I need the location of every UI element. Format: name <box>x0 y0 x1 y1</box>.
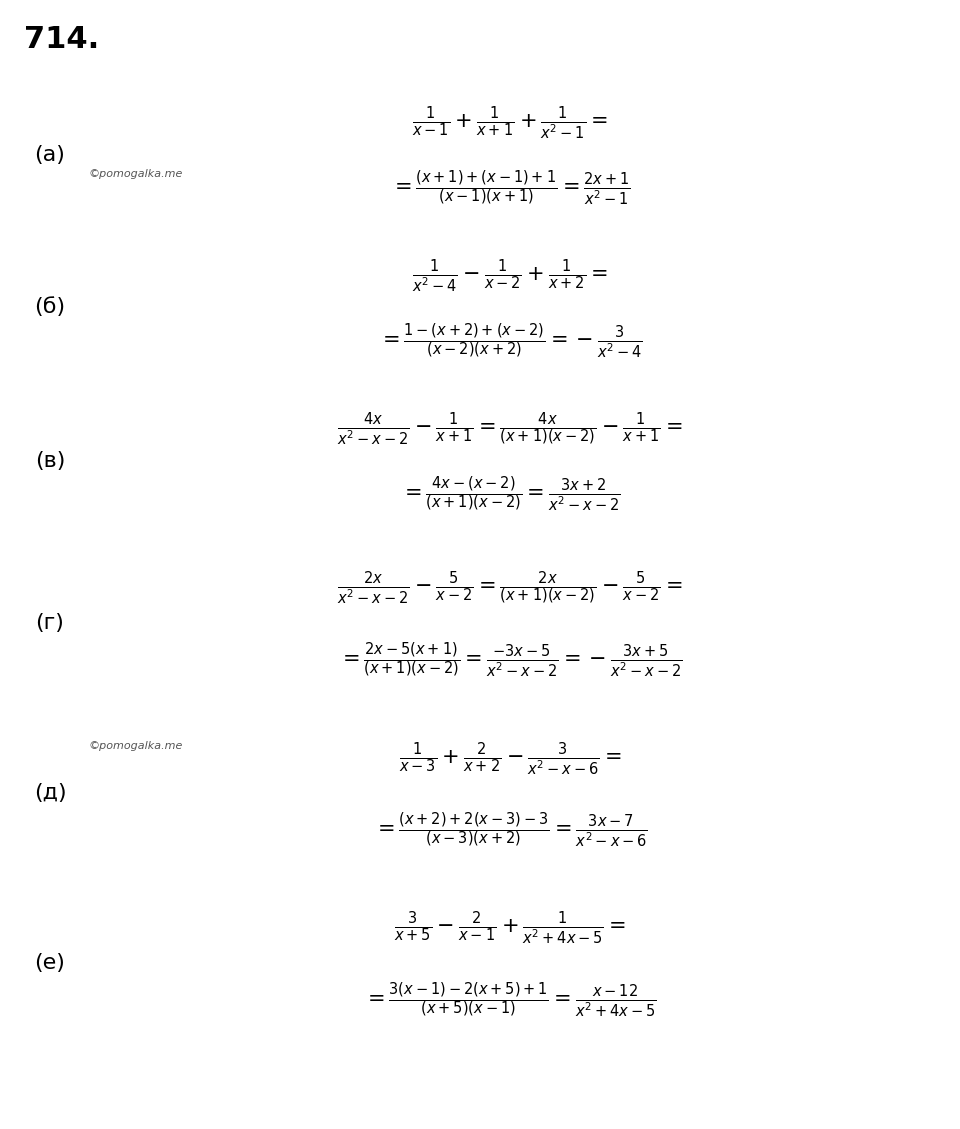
Text: (д): (д) <box>34 784 66 803</box>
Text: $=\frac{4x-(x-2)}{(x+1)(x-2)}=\frac{3x+2}{x^2-x-2}$: $=\frac{4x-(x-2)}{(x+1)(x-2)}=\frac{3x+2… <box>399 474 620 514</box>
Text: $\frac{1}{x^2-4}-\frac{1}{x-2}+\frac{1}{x+2}=$: $\frac{1}{x^2-4}-\frac{1}{x-2}+\frac{1}{… <box>412 259 608 296</box>
Text: 714.: 714. <box>24 25 100 53</box>
Text: ©pomogalka.me: ©pomogalka.me <box>88 169 182 180</box>
Text: (а): (а) <box>35 145 65 165</box>
Text: $\frac{1}{x-1}+\frac{1}{x+1}+\frac{1}{x^2-1}=$: $\frac{1}{x-1}+\frac{1}{x+1}+\frac{1}{x^… <box>412 105 608 142</box>
Text: $\frac{3}{x+5}-\frac{2}{x-1}+\frac{1}{x^2+4x-5}=$: $\frac{3}{x+5}-\frac{2}{x-1}+\frac{1}{x^… <box>394 910 626 947</box>
Text: $\frac{2x}{x^2-x-2}-\frac{5}{x-2}=\frac{2x}{(x+1)(x-2)}-\frac{5}{x-2}=$: $\frac{2x}{x^2-x-2}-\frac{5}{x-2}=\frac{… <box>337 570 683 607</box>
Text: (г): (г) <box>36 613 64 633</box>
Text: (в): (в) <box>35 450 65 471</box>
Text: $=\frac{2x-5(x+1)}{(x+1)(x-2)}=\frac{-3x-5}{x^2-x-2}=-\frac{3x+5}{x^2-x-2}$: $=\frac{2x-5(x+1)}{(x+1)(x-2)}=\frac{-3x… <box>338 641 683 681</box>
Text: (б): (б) <box>35 298 65 317</box>
Text: $\frac{4x}{x^2-x-2}-\frac{1}{x+1}=\frac{4x}{(x+1)(x-2)}-\frac{1}{x+1}=$: $\frac{4x}{x^2-x-2}-\frac{1}{x+1}=\frac{… <box>337 411 683 448</box>
Text: $=\frac{(x+1)+(x-1)+1}{(x-1)(x+1)}=\frac{2x+1}{x^2-1}$: $=\frac{(x+1)+(x-1)+1}{(x-1)(x+1)}=\frac… <box>390 168 631 208</box>
Text: (е): (е) <box>35 953 65 973</box>
Text: $=\frac{3(x-1)-2(x+5)+1}{(x+5)(x-1)}=\frac{x-12}{x^2+4x-5}$: $=\frac{3(x-1)-2(x+5)+1}{(x+5)(x-1)}=\fr… <box>363 981 657 1021</box>
Text: $=\frac{(x+2)+2(x-3)-3}{(x-3)(x+2)}=\frac{3x-7}{x^2-x-6}$: $=\frac{(x+2)+2(x-3)-3}{(x-3)(x+2)}=\fra… <box>372 811 647 849</box>
Text: $\frac{1}{x-3}+\frac{2}{x+2}-\frac{3}{x^2-x-6}=$: $\frac{1}{x-3}+\frac{2}{x+2}-\frac{3}{x^… <box>398 741 621 778</box>
Text: ©pomogalka.me: ©pomogalka.me <box>88 741 182 751</box>
Text: $=\frac{1-(x+2)+(x-2)}{(x-2)(x+2)}=-\frac{3}{x^2-4}$: $=\frac{1-(x+2)+(x-2)}{(x-2)(x+2)}=-\fra… <box>377 322 642 361</box>
